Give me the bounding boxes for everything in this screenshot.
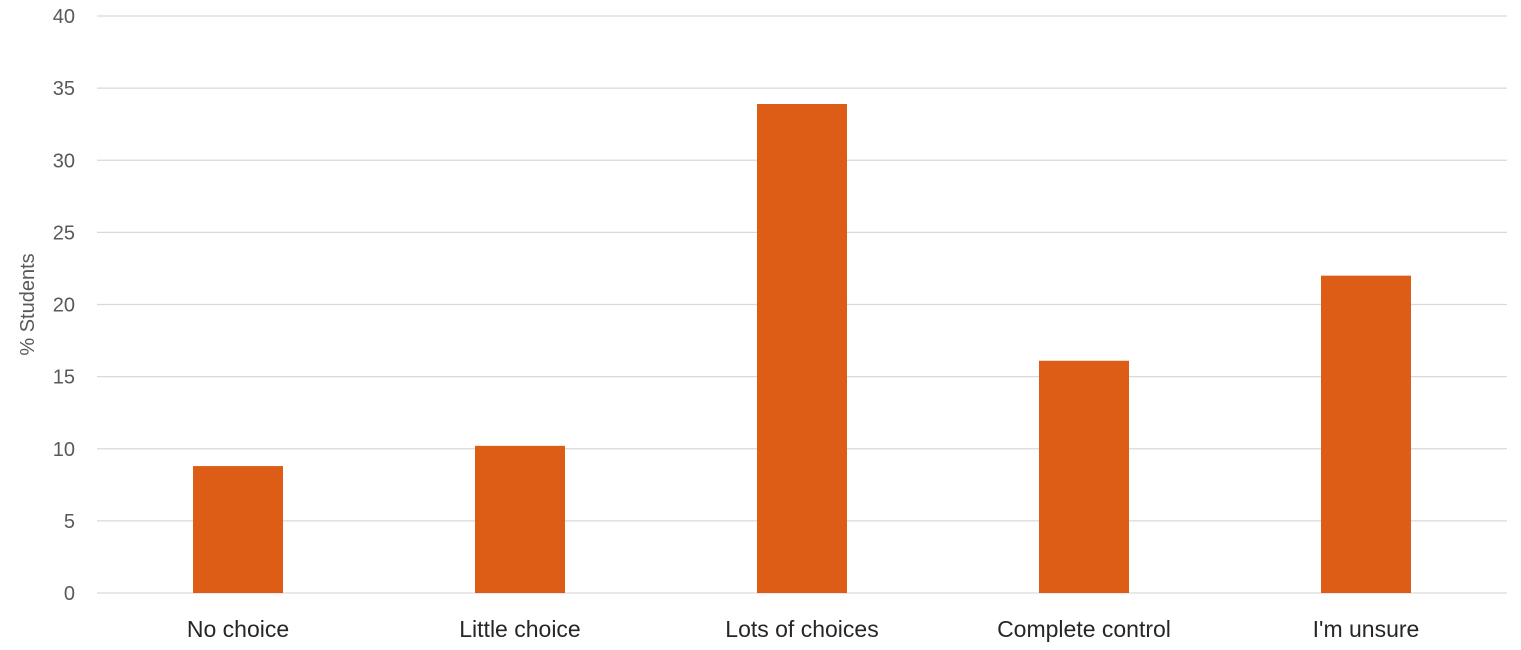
- bars: [193, 103, 1411, 594]
- x-category-label: Lots of choices: [725, 616, 878, 642]
- y-axis-ticks: 0 5 10 15 20 25 30 35 40: [53, 6, 75, 605]
- bar: [1321, 275, 1411, 593]
- x-category-label: Complete control: [997, 616, 1171, 642]
- y-tick-label: 15: [53, 367, 75, 389]
- y-tick-label: 40: [53, 6, 75, 28]
- y-axis-title: % Students: [17, 253, 39, 355]
- bar: [475, 445, 565, 593]
- x-axis-categories: No choice Little choice Lots of choices Com…: [187, 616, 1419, 642]
- y-tick-label: 0: [64, 583, 75, 605]
- y-tick-label: 20: [53, 295, 75, 317]
- y-tick-label: 10: [53, 439, 75, 461]
- y-tick-label: 30: [53, 150, 75, 172]
- y-tick-label: 35: [53, 78, 75, 100]
- bar: [757, 103, 847, 594]
- x-category-label: Little choice: [459, 616, 580, 642]
- x-category-label: I'm unsure: [1313, 616, 1420, 642]
- bar: [193, 466, 283, 593]
- bar: [1039, 360, 1129, 593]
- x-category-label: No choice: [187, 616, 289, 642]
- y-tick-label: 5: [64, 511, 75, 533]
- y-tick-label: 25: [53, 222, 75, 244]
